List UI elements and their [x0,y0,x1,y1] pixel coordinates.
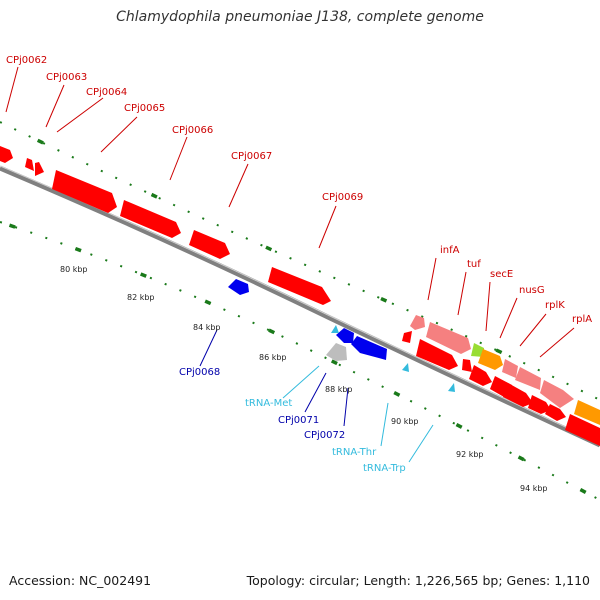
trnas[interactable] [331,325,455,392]
gene-rpla2 [540,380,574,408]
label-cpj0064: CPj0064 [86,87,127,98]
label-cpj0067: CPj0067 [231,151,272,162]
label-cpj0065: CPj0065 [124,103,165,114]
label-cpj0069: CPj0069 [322,192,363,203]
gene-cpj0071 [336,328,354,343]
scale-92kbp: 92 kbp [456,450,484,459]
scale-tick-ring [0,220,600,502]
gene-lower-3 [462,359,472,372]
label-cpj0072: CPj0072 [304,430,345,441]
label-cpj0071: CPj0071 [278,415,319,426]
scale-84kbp: 84 kbp [193,323,221,332]
label-nusg: nusG [519,285,545,296]
reverse-genes[interactable] [228,279,387,361]
scale-80kbp: 80 kbp [60,265,88,274]
scale-94kbp: 94 kbp [520,484,548,493]
gene-cpj0063 [25,158,34,171]
genome-title: Chlamydophila pneumoniae J138, complete … [116,9,484,25]
scale-90kbp: 90 kbp [391,417,419,426]
gene-cpj0066 [120,200,181,238]
genome-backbone [0,165,600,448]
label-rpla: rplA [572,314,592,325]
gene-cpj0068 [228,279,249,295]
label-cpj0063: CPj0063 [46,72,87,83]
genome-summary-text: Topology: circular; Length: 1,226,565 bp… [246,573,590,588]
gene-nusg [478,349,503,370]
lower-labels: CPj0068 tRNA-Met CPj0071 CPj0072 tRNA-Th… [179,367,406,474]
gene-tuf [426,322,471,354]
forward-labels: CPj0062 CPj0063 CPj0064 CPj0065 CPj0066 … [6,55,592,325]
gene-cpj0062 [0,146,13,163]
gene-lower-8 [545,404,566,421]
gene-lower-2 [416,339,458,370]
scale-82kbp: 82 kbp [127,293,155,302]
label-sece: secE [490,269,513,280]
label-rplk: rplK [545,300,565,311]
gene-rplk [502,359,518,378]
gene-cpj0069 [268,267,331,305]
gene-lower-9 [565,414,600,446]
trna-thr [402,363,409,372]
gene-lower-4 [469,365,492,386]
gene-lower-6 [503,383,533,407]
gene-grey [326,343,347,361]
outer-tick-ring [0,120,600,402]
label-cpj0068: CPj0068 [179,367,220,378]
gene-rpla1 [515,367,541,390]
gene-cpj0065 [52,170,117,213]
label-tuf: tuf [467,259,481,270]
gene-infa [410,315,425,330]
scale-86kbp: 86 kbp [259,353,287,362]
trna-met [331,325,339,333]
scale-88kbp: 88 kbp [325,385,353,394]
forward-genes[interactable] [0,146,600,446]
trna-trp [448,383,455,392]
gene-orange2 [574,400,600,425]
label-trna-thr: tRNA-Thr [332,447,377,458]
label-cpj0066: CPj0066 [172,125,213,136]
accession-text: Accession: NC_002491 [9,573,152,588]
gene-lower-7 [528,395,551,414]
label-trna-met: tRNA-Met [245,398,292,409]
gene-cpj0067 [189,230,230,259]
scale-labels: 80 kbp 82 kbp 84 kbp 86 kbp 88 kbp 90 kb… [60,265,548,493]
forward-leaders [5,66,575,358]
lower-leaders [199,329,434,463]
gene-cpj0072 [351,336,387,360]
gene-lower-1 [402,331,412,343]
gene-sece [471,343,484,357]
gene-cpj0064 [35,162,44,176]
label-trna-trp: tRNA-Trp [363,463,406,474]
label-infa: infA [440,245,460,256]
label-cpj0062: CPj0062 [6,55,47,66]
